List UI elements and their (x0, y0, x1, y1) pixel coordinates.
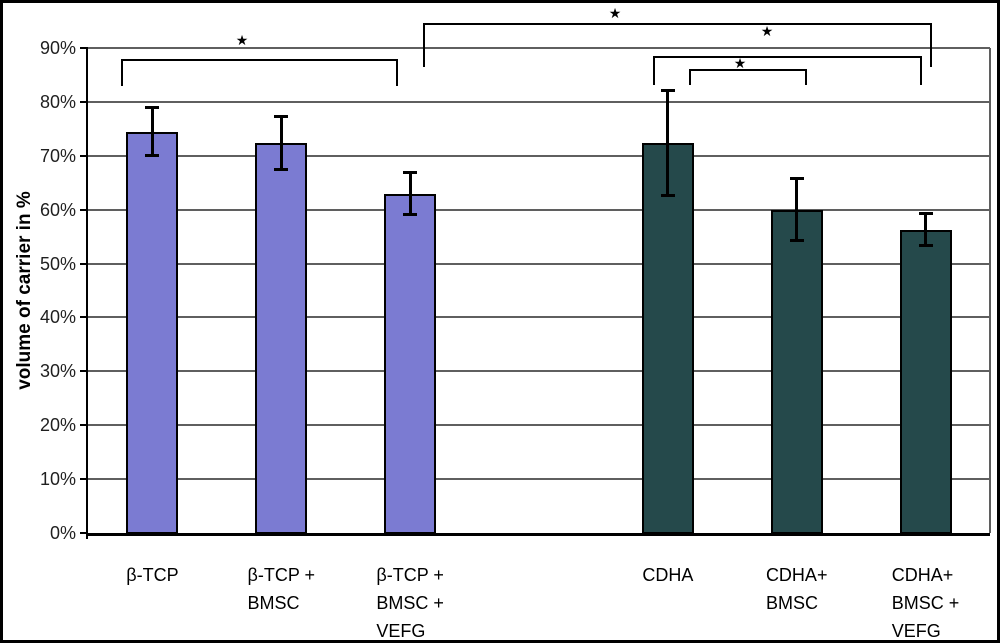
y-axis-tick-label: 60% (39, 199, 76, 220)
significance-star-icon: ★ (733, 55, 747, 71)
category-label-line: CDHA+ (765, 565, 828, 585)
y-axis-tick-label: 0% (49, 523, 76, 543)
y-axis-tick-label: 50% (39, 253, 76, 274)
error-bar-cap-top (789, 177, 804, 181)
y-axis-tick-label: 20% (39, 415, 76, 436)
y-axis-tick-label: 70% (39, 145, 76, 166)
bar (255, 143, 308, 534)
y-axis-tick-mark (80, 100, 88, 103)
error-bar-cap-bottom (145, 153, 160, 157)
bar (384, 193, 437, 534)
significance-bracket-bar (423, 23, 932, 25)
y-axis-tick-label: 80% (39, 91, 76, 112)
category-label-text: CDHA+ BMSC + VEFG (892, 561, 960, 643)
y-axis-tick-label: 90% (39, 38, 76, 58)
significance-bracket-leg-right (396, 59, 398, 86)
category-label-text: β-TCP + BMSC + VEFG (376, 561, 444, 643)
category-label: β-TCP + BMSC + VEFG (335, 561, 485, 643)
category-label: β-TCP + BMSC (206, 561, 356, 617)
error-bar-cap-bottom (918, 244, 933, 248)
category-label-line: BMSC (247, 593, 300, 613)
error-bar-line (408, 170, 412, 217)
error-bar-line (150, 106, 154, 157)
plot-border-right (989, 48, 991, 533)
error-bar-cap-top (274, 115, 289, 119)
significance-bracket-leg-right (805, 69, 807, 85)
error-bar-cap-top (145, 106, 160, 110)
bar (770, 209, 823, 534)
significance-star-icon: ★ (235, 32, 249, 48)
error-bar-cap-top (918, 211, 933, 215)
significance-bracket-leg-left (653, 56, 655, 85)
significance-bracket-bar (121, 59, 398, 61)
gridline (88, 208, 990, 211)
category-label: CDHA+ BMSC (722, 561, 872, 617)
error-bar-cap-bottom (403, 213, 418, 217)
error-bar-line (279, 115, 283, 172)
y-axis-tick-label: 30% (39, 361, 76, 382)
y-axis-tick-mark (80, 316, 88, 319)
plot-border-top (88, 47, 990, 49)
y-axis-tick-mark (80, 154, 88, 157)
category-label-line: β-TCP + (247, 565, 316, 585)
error-bar-cap-bottom (274, 168, 289, 172)
category-label-line: VEFG (891, 621, 941, 641)
y-axis-tick-mark (80, 478, 88, 481)
category-label-line: BMSC + (376, 593, 444, 613)
gridline (88, 262, 990, 265)
bar (126, 131, 179, 534)
gridline (88, 478, 990, 481)
category-label-line: CDHA+ (891, 565, 954, 585)
category-label-text: CDHA+ BMSC (766, 561, 828, 617)
error-bar-cap-top (403, 170, 418, 174)
gridline (88, 424, 990, 427)
category-label-line: BMSC (765, 593, 818, 613)
significance-bracket-leg-right (920, 56, 922, 85)
significance-bracket-bar (653, 56, 922, 58)
significance-bracket-leg-right (930, 23, 932, 67)
y-axis-tick-mark (80, 532, 88, 534)
significance-bracket-bar (689, 69, 807, 71)
category-label-line: β-TCP (126, 565, 179, 585)
significance-star-icon: ★ (760, 23, 774, 39)
error-bar-cap-bottom (789, 239, 804, 242)
y-axis-tick-mark (80, 208, 88, 211)
error-bar-line (666, 89, 670, 198)
category-label: CDHA+ BMSC + VEFG (851, 561, 1000, 643)
gridline (88, 154, 990, 157)
y-axis-tick-label: 10% (39, 469, 76, 490)
category-label-line: CDHA (642, 565, 694, 585)
y-axis-tick-label: 40% (39, 307, 76, 328)
gridline (88, 100, 990, 103)
category-label: β-TCP (77, 561, 227, 589)
error-bar-cap-bottom (660, 194, 675, 198)
category-label-line: BMSC + (891, 593, 960, 613)
y-axis-tick-mark (80, 424, 88, 427)
y-axis-tick-mark (80, 370, 88, 373)
y-axis-line (86, 48, 88, 539)
category-label-text: β-TCP + BMSC (248, 561, 316, 617)
y-axis-tick-mark (80, 47, 88, 49)
y-axis-tick-mark (80, 262, 88, 265)
category-label-text: CDHA (642, 561, 693, 589)
significance-bracket-leg-left (121, 59, 123, 86)
gridline (88, 370, 990, 373)
significance-bracket-leg-left (423, 23, 425, 67)
gridline (88, 316, 990, 319)
bar (641, 143, 694, 534)
bar (899, 229, 952, 534)
y-axis-title: volume of carrier in % (14, 191, 35, 390)
category-label-text: β-TCP (126, 561, 178, 589)
error-bar-line (924, 211, 928, 248)
category-label-line: VEFG (376, 621, 426, 641)
x-axis-line (86, 533, 990, 536)
error-bar-cap-top (660, 89, 675, 93)
category-label: CDHA (593, 561, 743, 589)
significance-bracket-leg-left (689, 69, 691, 85)
significance-star-icon: ★ (608, 5, 622, 21)
category-label-line: β-TCP + (376, 565, 444, 585)
error-bar-line (795, 177, 799, 242)
